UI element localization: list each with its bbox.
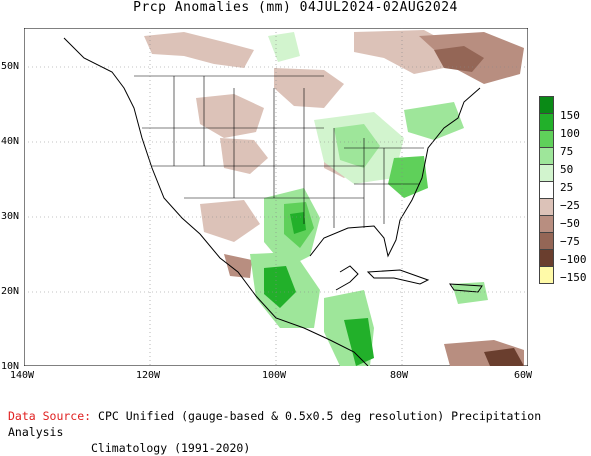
climatology-text: Climatology (1991-2020)	[91, 441, 251, 455]
legend-label: 75	[560, 145, 574, 158]
legend-swatch	[539, 215, 554, 233]
legend-swatch	[539, 130, 554, 148]
legend-label: 25	[560, 181, 574, 194]
lat-label-50n: 50N	[1, 61, 20, 72]
legend-label: 100	[560, 127, 580, 140]
lon-label-60w: 60W	[514, 370, 533, 381]
graticule	[24, 28, 528, 366]
data-source-note: Data Source: CPC Unified (gauge-based & …	[8, 408, 591, 456]
legend-label: −100	[560, 253, 587, 266]
legend-label: −25	[560, 199, 580, 212]
state-borders	[134, 75, 424, 228]
lon-label-140w: 140W	[10, 370, 35, 381]
legend-swatch	[539, 113, 554, 131]
legend-swatch	[539, 232, 554, 250]
lat-label-10n: 10N	[1, 361, 20, 372]
color-legend	[539, 96, 554, 284]
lat-label-40n: 40N	[1, 136, 20, 147]
coastlines	[63, 37, 483, 366]
legend-swatch	[539, 266, 554, 284]
legend-swatch	[539, 198, 554, 216]
data-source-text: CPC Unified (gauge-based & 0.5x0.5 deg r…	[8, 409, 542, 439]
legend-label: −150	[560, 271, 587, 284]
legend-label: −50	[560, 217, 580, 230]
legend-label: 150	[560, 109, 580, 122]
lon-label-100w: 100W	[262, 370, 287, 381]
legend-label: −75	[560, 235, 580, 248]
lat-label-20n: 20N	[1, 286, 20, 297]
legend-swatch	[539, 164, 554, 182]
lat-label-30n: 30N	[1, 211, 20, 222]
data-source-label: Data Source:	[8, 409, 92, 423]
precipitation-anomaly-map	[24, 28, 528, 366]
lon-label-120w: 120W	[136, 370, 161, 381]
legend-label: 50	[560, 163, 574, 176]
dry-anomaly-patches	[144, 30, 524, 366]
lon-label-80w: 80W	[390, 370, 409, 381]
legend-swatch	[539, 181, 554, 199]
wet-anomaly-patches	[250, 32, 488, 366]
legend-swatch	[539, 147, 554, 165]
legend-swatch	[539, 249, 554, 267]
map-title: Prcp Anomalies (mm) 04JUL2024-02AUG2024	[133, 0, 458, 15]
legend-swatch	[539, 96, 554, 114]
